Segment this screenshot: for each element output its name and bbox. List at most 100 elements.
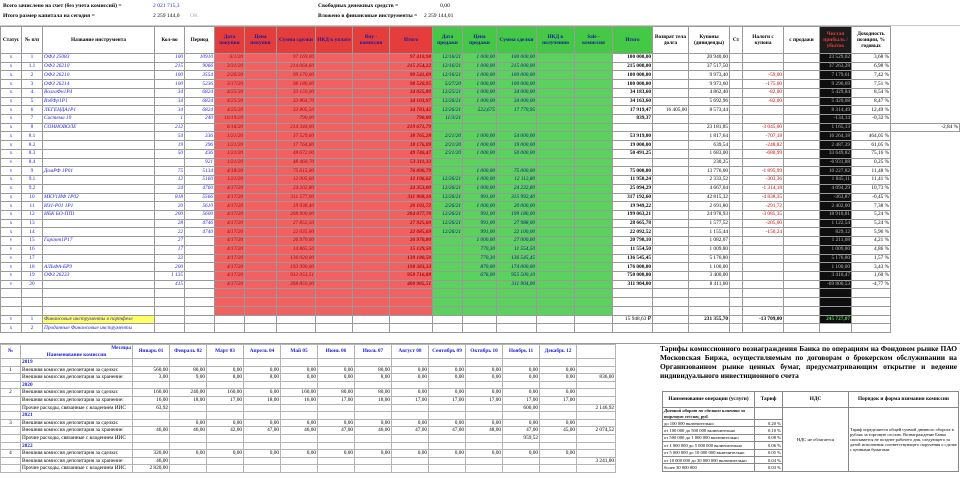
cell-26-21[interactable] (783, 279, 820, 290)
cell-9-10[interactable]: 38 765,28 (389, 131, 433, 142)
cell-5-4[interactable]: 6824 (184, 96, 215, 107)
commission-val-1-10[interactable]: 0,00 (502, 365, 540, 375)
cell-14-6[interactable] (244, 175, 277, 185)
cell-23-20[interactable] (742, 253, 784, 264)
month-col-10[interactable]: Ноябрь 11 (502, 344, 540, 359)
cell-9-21[interactable] (783, 131, 820, 142)
cell-12-0[interactable]: v (0, 157, 22, 168)
cell-6-22[interactable]: 8 314,49 (819, 105, 852, 116)
cell-15-19[interactable] (729, 183, 743, 194)
cell-6-9[interactable] (352, 105, 390, 116)
cell-7-5[interactable]: 10/19/20 (214, 114, 245, 124)
cell-13-20[interactable]: -1 895,99 (742, 166, 784, 177)
commission-val-0-10[interactable] (502, 358, 540, 367)
cell-24-5[interactable]: 4/17/20 (214, 262, 245, 272)
cell-29-13[interactable] (496, 305, 537, 316)
col-header-21[interactable]: с продажи (783, 26, 820, 54)
commission-val-10-2[interactable] (206, 433, 244, 443)
cell-23-13[interactable]: 136 545,45 (496, 253, 537, 264)
commission-val-7-8[interactable] (428, 411, 466, 420)
commission-val-7-1[interactable] (169, 411, 207, 420)
cell-10-11[interactable]: 2/21/20 (432, 140, 463, 150)
cell-7-11[interactable]: 11/3/21 (432, 114, 463, 124)
cell-3-7[interactable]: 98 180,00 (276, 79, 316, 89)
cell-4-10[interactable]: 34 025,80 (389, 87, 433, 98)
commission-val-14-6[interactable] (354, 464, 392, 473)
commission-val-7-11[interactable] (539, 411, 577, 420)
col-header-13[interactable]: Сумма сделки (496, 26, 537, 54)
cell-15-18[interactable]: 4 667,04 (688, 183, 730, 194)
cell-7-14[interactable] (536, 114, 575, 124)
cell-17-0[interactable]: x (0, 201, 22, 211)
cell-4-12[interactable]: 1 000,00 (462, 87, 497, 98)
cell-15-11[interactable]: 12/26/21 (432, 183, 463, 194)
cell-2-18[interactable]: 9 973,40 (688, 70, 730, 81)
month-col-1[interactable]: Февраль 02 (169, 344, 207, 359)
cell-26-22[interactable]: -69 800,53 (819, 279, 852, 290)
commission-val-0-6[interactable] (354, 358, 392, 367)
cell-2-6[interactable] (244, 70, 277, 81)
commission-val-11-0[interactable] (132, 441, 170, 451)
cell-27-1[interactable] (21, 288, 43, 299)
cell-20-19[interactable] (729, 227, 743, 238)
cell-1-22[interactable]: 37 263,28 (819, 61, 852, 72)
cell-12-13[interactable] (496, 157, 537, 168)
commission-val-13-11[interactable] (539, 456, 577, 466)
cell-6-23[interactable]: 12,49 % (851, 105, 891, 116)
cell-3-13[interactable]: 100 000,00 (496, 79, 537, 89)
commission-val-9-5[interactable]: 47,00 (317, 426, 355, 435)
commission-val-1-2[interactable]: 0,00 (206, 365, 244, 375)
cell-7-0[interactable]: x (0, 114, 22, 124)
cell-8-7[interactable]: 214 344,00 (276, 122, 316, 133)
free-cash-value[interactable]: 0,00 (440, 3, 450, 9)
cell-14-2[interactable] (42, 175, 155, 185)
commission-val-9-6[interactable]: 46,00 (354, 426, 392, 435)
commission-val-11-5[interactable] (317, 441, 355, 451)
cell-9-11[interactable]: 2/21/20 (432, 131, 463, 142)
cell-22-10[interactable]: 15 129,50 (389, 244, 433, 255)
commission-val-1-11[interactable]: 0,00 (539, 365, 577, 375)
cell-25-6[interactable] (244, 270, 277, 281)
cell-7-4[interactable]: 240 (184, 114, 215, 124)
commission-val-11-4[interactable] (280, 441, 318, 451)
cell-3-11[interactable]: 5/27/20 (432, 79, 463, 89)
month-col-11[interactable]: Декабрь 12 (539, 344, 577, 359)
cell-24-1[interactable]: 18 (21, 262, 43, 272)
cell-29-17[interactable] (652, 305, 689, 316)
cell-22-13[interactable]: 11 554,50 (496, 244, 537, 255)
cell-0-20[interactable] (742, 53, 784, 63)
commission-val-10-11[interactable] (539, 433, 577, 443)
cell-25-4[interactable] (184, 270, 215, 281)
cell-28-16[interactable] (612, 297, 653, 307)
commission-val-14-10[interactable] (502, 464, 540, 473)
cell-29-10[interactable] (389, 305, 433, 316)
cell-26-9[interactable] (352, 279, 390, 290)
cell-0-18[interactable]: 20 940,00 (688, 53, 730, 63)
cell-11-14[interactable] (536, 148, 575, 159)
cell-11-17[interactable] (652, 148, 689, 159)
cell-13-6[interactable] (244, 166, 277, 177)
cell-29-2[interactable] (42, 305, 155, 316)
cell-5-16[interactable]: 34 163,60 (612, 96, 653, 107)
col-header-9[interactable]: Buy - комиссия (352, 26, 390, 54)
cell-17-20[interactable]: -291,72 (742, 201, 784, 211)
cell-10-6[interactable] (244, 140, 277, 150)
cell-28-21[interactable] (783, 297, 820, 307)
cell-1-12[interactable]: 1 000,00 (462, 61, 497, 72)
cell-20-6[interactable] (244, 227, 277, 238)
commission-val-9-8[interactable]: 47,00 (428, 426, 466, 435)
cell-16-16[interactable]: 317 192,60 (612, 192, 653, 203)
cell-8-6[interactable] (244, 122, 277, 133)
cell-28-4[interactable] (184, 297, 215, 307)
cell-22-0[interactable]: v (0, 244, 22, 255)
cell-3-20[interactable]: -175,00 (742, 79, 784, 89)
cell-11-15[interactable] (574, 148, 613, 159)
cell-3-15[interactable] (574, 79, 613, 89)
commission-val-8-8[interactable]: 0,00 (428, 418, 466, 428)
commission-val-13-4[interactable] (280, 456, 318, 466)
cell-18-15[interactable] (574, 209, 613, 220)
commission-val-2-9[interactable]: 0,00 (465, 373, 503, 382)
cell-12-11[interactable] (432, 157, 463, 168)
cell-17-21[interactable] (783, 201, 820, 211)
commission-val-1-1[interactable]: 80,00 (169, 365, 207, 375)
